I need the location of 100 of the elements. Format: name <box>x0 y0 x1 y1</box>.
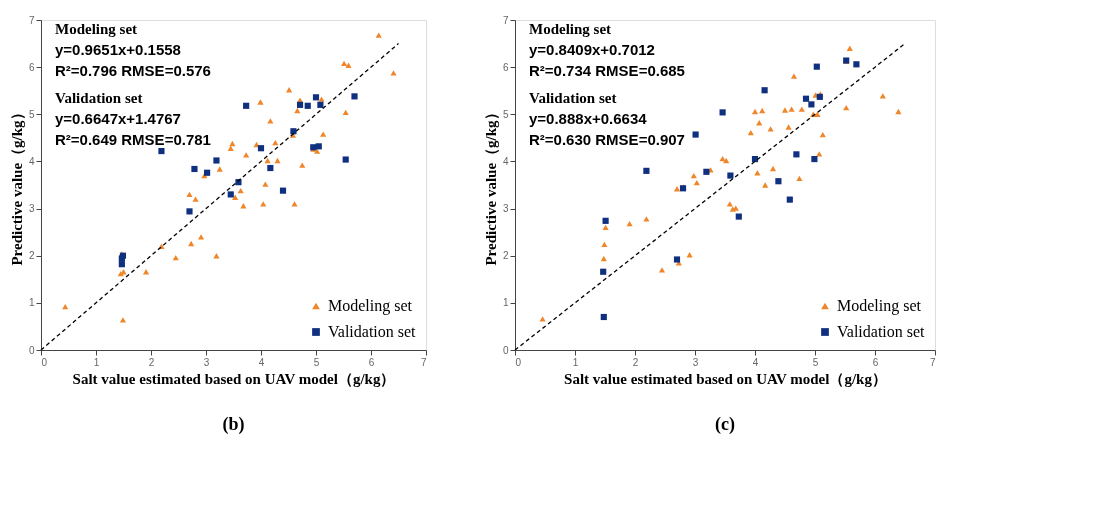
point <box>257 99 264 105</box>
x-tick-label: 5 <box>313 356 320 368</box>
point <box>317 101 324 108</box>
y-tick-label: 7 <box>28 14 35 26</box>
legend-label: Modeling set <box>328 297 413 315</box>
point <box>601 241 608 248</box>
point <box>294 107 301 114</box>
x-tick-label: 7 <box>929 356 936 368</box>
x-tick-label: 1 <box>572 356 579 368</box>
point <box>539 316 546 322</box>
point <box>703 168 710 175</box>
point <box>781 107 789 113</box>
text: (b) <box>222 414 245 435</box>
y-tick-label: 2 <box>502 250 509 262</box>
point <box>243 102 250 109</box>
x-axis-title: Salt value estimated based on UAV model（g/kg） <box>72 370 396 387</box>
point <box>290 128 297 135</box>
y-tick-label: 4 <box>28 155 35 167</box>
x-tick-label: 3 <box>203 356 210 368</box>
x-tick-label: 6 <box>368 356 375 368</box>
point <box>197 234 205 240</box>
point <box>769 165 777 172</box>
point <box>186 208 193 215</box>
point <box>272 139 279 146</box>
text: (c) <box>715 414 735 435</box>
annotation: y=0.6647x+1.4767 <box>55 110 181 127</box>
point <box>895 108 902 115</box>
point <box>342 109 349 116</box>
x-tick-label: 3 <box>692 356 699 368</box>
point <box>600 313 607 321</box>
point <box>345 62 352 68</box>
point <box>879 93 886 99</box>
point <box>600 255 607 262</box>
point <box>602 217 609 224</box>
point <box>172 254 179 261</box>
point <box>785 124 792 130</box>
y-tick-label: 0 <box>502 344 509 356</box>
x-axis-title: Salt value estimated based on UAV model（g/kg） <box>564 370 887 387</box>
point <box>262 181 269 187</box>
point <box>846 45 853 51</box>
point <box>786 196 793 203</box>
point <box>257 145 265 152</box>
point <box>814 111 821 117</box>
point <box>312 94 320 101</box>
point <box>296 101 304 108</box>
x-tick-label: 7 <box>420 356 427 368</box>
point <box>600 268 607 275</box>
point <box>186 191 193 198</box>
y-axis-title: Predictive value（g/kg） <box>8 105 25 266</box>
point <box>232 194 239 200</box>
point <box>723 157 730 164</box>
point <box>693 179 700 186</box>
legend-label: Modeling set <box>837 297 922 315</box>
point <box>692 131 699 138</box>
point <box>227 191 234 198</box>
point <box>811 155 818 163</box>
point <box>191 165 198 173</box>
point <box>788 106 795 112</box>
point <box>816 151 823 157</box>
point <box>767 126 774 132</box>
point <box>192 196 199 202</box>
x-tick-label: 5 <box>812 356 819 368</box>
point <box>342 156 349 163</box>
point <box>213 157 220 164</box>
point <box>118 261 125 268</box>
point <box>761 87 768 94</box>
annotation: y=0.9651x+0.1558 <box>55 41 181 58</box>
point <box>320 131 327 137</box>
legend-label: Validation set <box>837 323 926 340</box>
y-tick-label: 1 <box>502 297 509 309</box>
point <box>274 157 281 164</box>
point <box>727 172 734 179</box>
legend-label: Validation set <box>328 323 417 340</box>
point <box>267 164 274 172</box>
point <box>260 201 267 207</box>
x-tick-label: 1 <box>93 356 100 368</box>
x-tick-label: 0 <box>41 356 48 368</box>
point <box>340 60 348 67</box>
point <box>291 201 298 207</box>
annotation: R²=0.630 RMSE=0.907 <box>529 131 685 148</box>
point <box>775 178 782 185</box>
x-tick-label: 4 <box>752 356 759 368</box>
point <box>673 256 681 263</box>
point <box>315 143 322 150</box>
point <box>602 224 609 231</box>
point <box>643 167 650 174</box>
x-tick-label: 2 <box>632 356 639 368</box>
annotation: Modeling set <box>55 21 138 37</box>
point <box>793 151 800 158</box>
x-tick-label: 0 <box>515 356 522 368</box>
y-axis-title: Predictive value（g/kg） <box>482 105 499 266</box>
point <box>813 63 820 70</box>
annotation: y=0.888x+0.6634 <box>529 110 648 127</box>
point <box>62 303 69 310</box>
point <box>318 96 325 102</box>
x-tick-label: 4 <box>258 356 265 368</box>
y-tick-label: 3 <box>28 203 35 215</box>
annotation: Validation set <box>529 90 617 106</box>
point <box>796 175 803 182</box>
x-tick-label: 2 <box>148 356 155 368</box>
